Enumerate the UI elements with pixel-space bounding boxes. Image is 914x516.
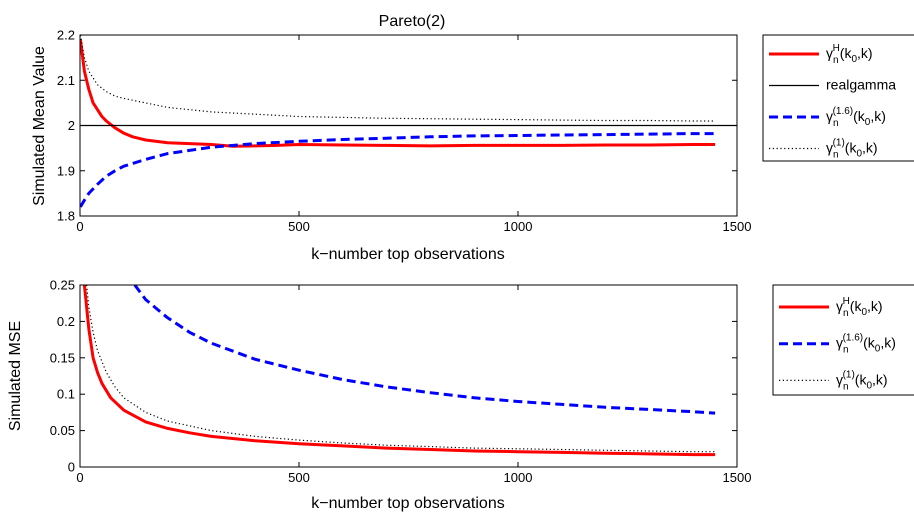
x-axis-label: k−number top observations [311, 246, 504, 263]
y-tick-label: 0.15 [50, 350, 75, 365]
series-line-gamma-n-1-6-k-0-k- [80, 132, 716, 208]
x-tick-label: 1000 [504, 219, 533, 234]
series-line-gamma-n-1-k-0-k- [80, 35, 716, 122]
y-axis-label: Simulated Mean Value [31, 46, 48, 206]
y-tick-label: 2.2 [57, 28, 75, 43]
y-axis-label: Simulated MSE [7, 321, 24, 431]
legend: γnH(k0,k) realgamma γn(1.6)(k0,k) γn(1)(k0,… [762, 34, 914, 162]
legend-label: γn(1)(k0,k) [826, 138, 878, 161]
legend-label: γn(1.6)(k0,k) [826, 106, 886, 129]
legend-label: realgamma [826, 77, 896, 93]
legend-label: γnH(k0,k) [836, 296, 883, 319]
plot-frame [79, 284, 738, 468]
x-tick-label: 500 [288, 470, 310, 485]
x-tick-label: 500 [288, 219, 310, 234]
y-tick-label: 2.1 [57, 73, 75, 88]
y-tick-label: 0.25 [50, 278, 75, 293]
x-tick-label: 1500 [723, 219, 752, 234]
legend-label: γn(1)(k0,k) [836, 369, 888, 392]
y-tick-label: 0 [68, 460, 75, 475]
x-axis-label: k−number top observations [311, 495, 504, 512]
ticks: 0 500 1000 1500 0 0.05 0.1 0.15 0.2 0.25 [50, 278, 752, 486]
series-line-gamma-n-1-k-0-k- [86, 285, 716, 453]
legend-box [762, 34, 914, 162]
plot-frame [79, 34, 738, 217]
y-tick-label: 1.8 [57, 209, 75, 224]
y-tick-label: 1.9 [57, 163, 75, 178]
y-tick-label: 0.05 [50, 423, 75, 438]
series-line-gamma-n-h-k-0-k- [82, 285, 716, 457]
series-lines [82, 285, 716, 457]
x-tick-label: 0 [76, 470, 83, 485]
ticks: 0 500 1000 1500 1.8 1.9 2 2.1 2.2 [57, 28, 752, 235]
x-tick-label: 1500 [723, 470, 752, 485]
legend-label: γnH(k0,k) [826, 43, 873, 66]
mean-value-chart: Pareto(2) Simulated Mean Value k−number … [31, 13, 914, 263]
chart-title: Pareto(2) [379, 13, 446, 30]
legend-label: γn(1.6)(k0,k) [836, 333, 896, 356]
y-tick-label: 0.1 [57, 387, 75, 402]
y-tick-label: 0.2 [57, 314, 75, 329]
legend-box [772, 284, 914, 396]
mse-chart: Simulated MSE k−number top observations … [7, 278, 914, 512]
series-line-gamma-n-1-6-k-0-k- [133, 285, 716, 415]
legend: γnH(k0,k) γn(1.6)(k0,k) γn(1)(k0,k) [772, 284, 914, 396]
y-tick-label: 2 [68, 118, 75, 133]
x-tick-label: 1000 [504, 470, 533, 485]
x-tick-label: 0 [76, 219, 83, 234]
series-line-gamma-n-h-k-0-k- [80, 39, 716, 148]
series-lines [80, 35, 737, 208]
